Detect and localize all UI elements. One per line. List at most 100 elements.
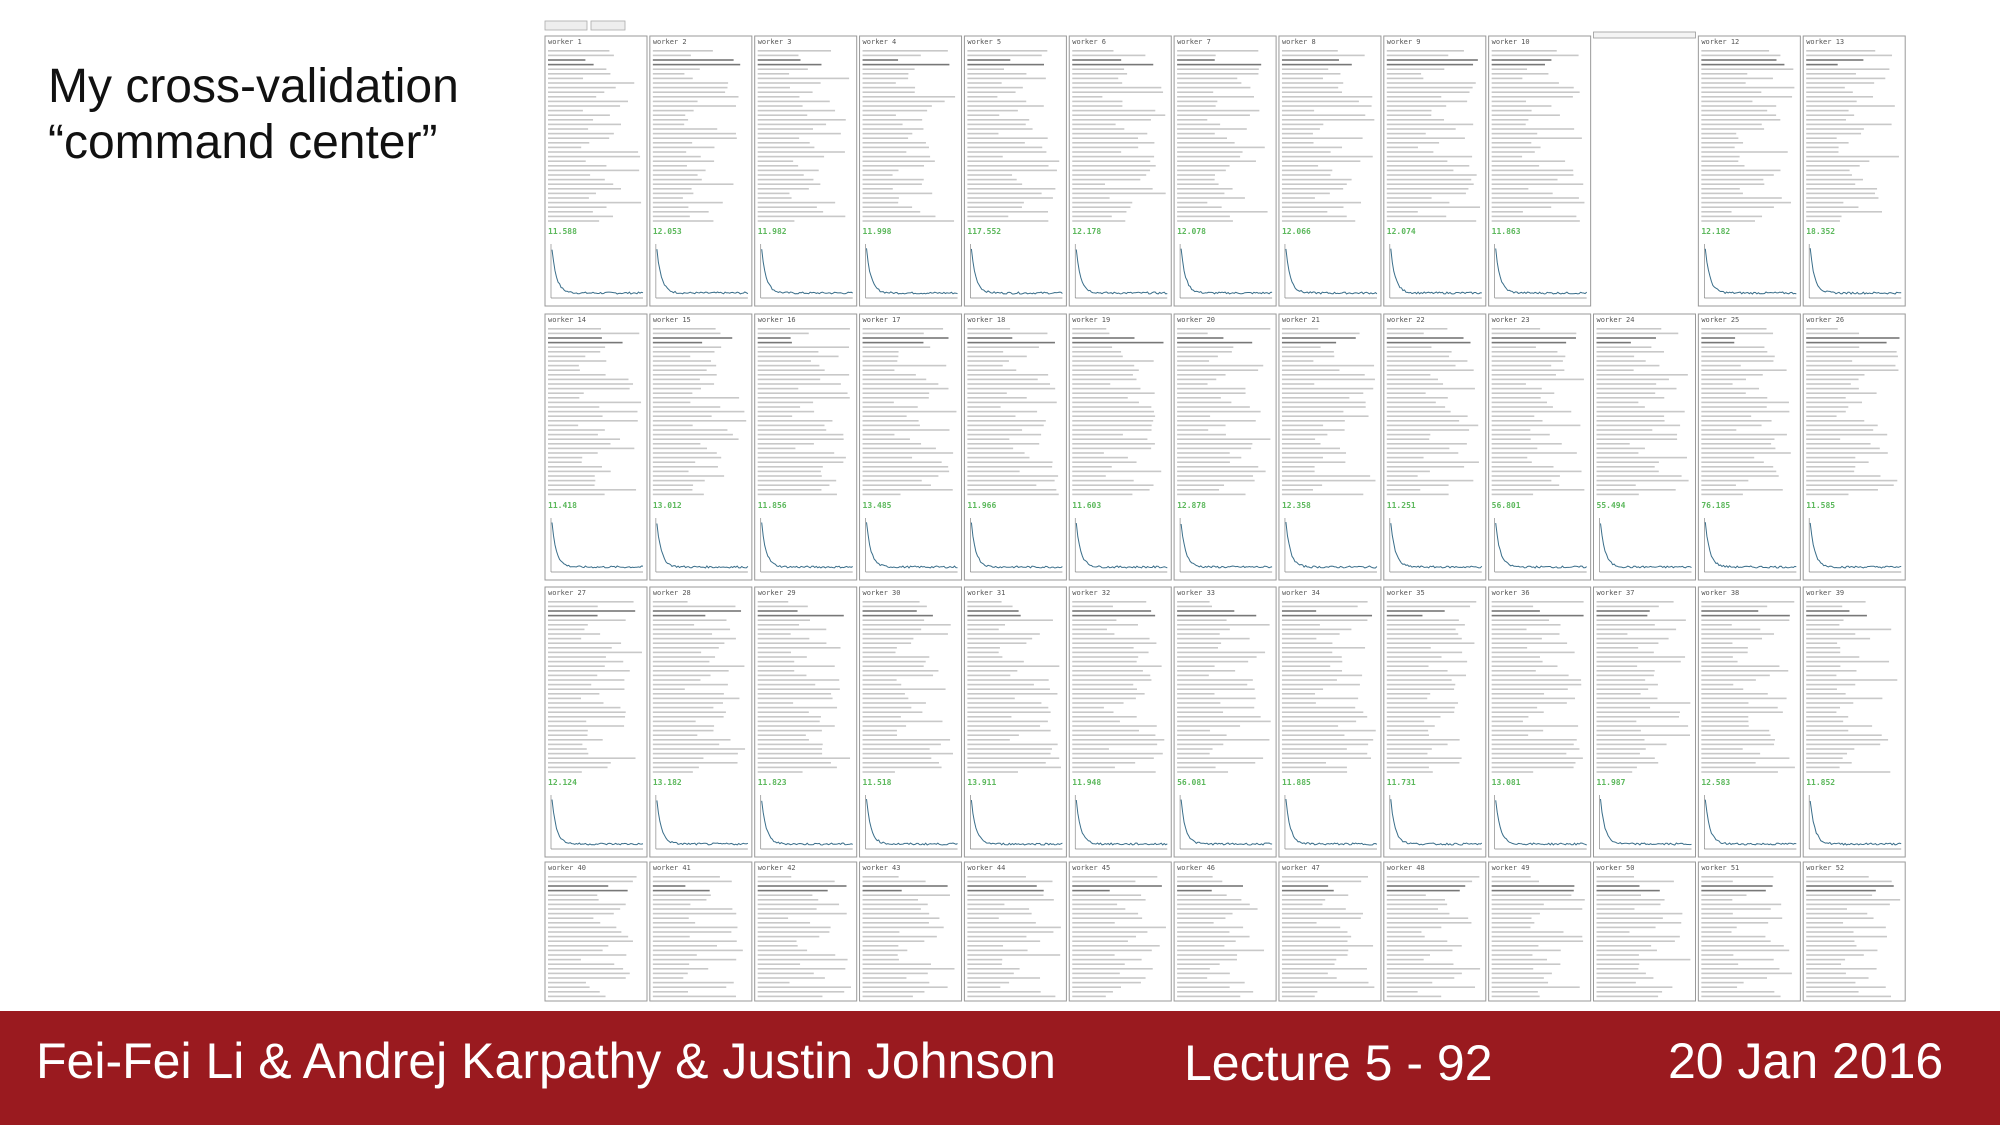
log-line: [1701, 605, 1768, 608]
log-line: [1806, 146, 1839, 149]
log-line: [548, 337, 602, 339]
log-line: [757, 63, 822, 66]
loss-value: 12.182: [1701, 227, 1730, 236]
worker-label: worker 16: [758, 316, 796, 324]
log-line: [757, 188, 809, 190]
log-line: [652, 762, 738, 764]
log-line: [1386, 429, 1470, 431]
log-line: [1806, 50, 1876, 52]
log-line: [862, 889, 902, 892]
log-line: [548, 178, 605, 181]
log-line: [1177, 82, 1242, 84]
loss-value: 11.982: [758, 227, 787, 236]
panel: [754, 313, 858, 581]
log-line: [1072, 748, 1109, 750]
log-line: [1281, 697, 1359, 700]
log-line: [862, 406, 918, 408]
log-line: [1491, 410, 1572, 413]
log-line: [1596, 605, 1659, 608]
log-line: [1177, 720, 1271, 723]
log-line: [1386, 935, 1425, 938]
log-line: [652, 926, 738, 929]
log-line: [1701, 174, 1774, 176]
log-line: [1072, 720, 1120, 723]
log-line: [967, 374, 1049, 376]
log-line: [967, 406, 1001, 408]
log-line: [548, 688, 625, 690]
log-line: [1281, 981, 1369, 984]
log-line: [1596, 880, 1674, 883]
log-line: [1177, 137, 1227, 139]
log-line: [757, 206, 817, 208]
log-line: [1596, 614, 1648, 617]
log-line: [757, 981, 790, 984]
button[interactable]: [590, 20, 626, 31]
log-line: [548, 424, 579, 427]
loss-value: 12.053: [653, 227, 682, 236]
log-line: [1072, 729, 1139, 732]
log-line: [1386, 725, 1435, 727]
log-line: [1281, 201, 1362, 204]
log-line: [1177, 995, 1241, 998]
log-line: [967, 922, 1036, 924]
log-line: [757, 415, 793, 417]
log-line: [1072, 123, 1116, 126]
log-line: [862, 91, 915, 93]
log-line: [1491, 360, 1563, 362]
log-line: [1806, 637, 1871, 640]
log-line: [1596, 977, 1654, 979]
log-line: [862, 401, 894, 404]
log-line: [1806, 374, 1865, 376]
log-line: [1281, 894, 1349, 896]
log-line: [967, 86, 1023, 89]
log-line: [862, 429, 950, 431]
log-line: [1491, 192, 1553, 195]
log-line: [1701, 610, 1759, 612]
log-line: [548, 155, 641, 158]
loss-value: 55.494: [1597, 501, 1626, 510]
log-line: [1491, 683, 1582, 686]
loss-curve: [1285, 799, 1378, 846]
log-line: [652, 725, 715, 727]
log-line: [1072, 968, 1153, 970]
log-line: [652, 151, 687, 153]
log-line: [757, 360, 811, 362]
log-line: [862, 96, 956, 98]
log-line: [757, 401, 814, 404]
log-line: [1701, 931, 1732, 933]
log-line: [1806, 378, 1859, 381]
log-line: [1177, 392, 1246, 394]
log-line: [1596, 424, 1681, 427]
log-line: [1281, 68, 1329, 70]
log-line: [757, 683, 816, 686]
log-line: [967, 610, 1019, 612]
log-line: [1281, 447, 1341, 450]
log-line: [757, 160, 794, 162]
log-line: [1281, 670, 1343, 672]
worker-label: worker 18: [967, 316, 1005, 324]
log-line: [1177, 885, 1243, 887]
log-line: [1072, 619, 1117, 621]
log-line: [652, 406, 721, 408]
log-line: [757, 679, 840, 681]
worker-label: worker 2: [653, 38, 687, 46]
log-line: [967, 991, 1041, 993]
log-line: [1281, 702, 1316, 704]
log-line: [1281, 332, 1360, 335]
log-line: [1281, 688, 1324, 690]
worker-panel: worker 311.982: [754, 35, 858, 307]
log-line: [1281, 986, 1375, 988]
log-line: [1491, 628, 1527, 631]
log-line: [862, 123, 903, 126]
log-line: [548, 968, 624, 970]
log-line: [1072, 406, 1152, 408]
log-line: [967, 674, 1011, 677]
log-line: [1386, 466, 1465, 468]
button[interactable]: [544, 20, 588, 31]
log-line: [757, 100, 830, 103]
log-line: [1596, 935, 1680, 938]
log-line: [1177, 119, 1208, 121]
log-line: [757, 91, 813, 93]
log-line: [652, 54, 691, 57]
